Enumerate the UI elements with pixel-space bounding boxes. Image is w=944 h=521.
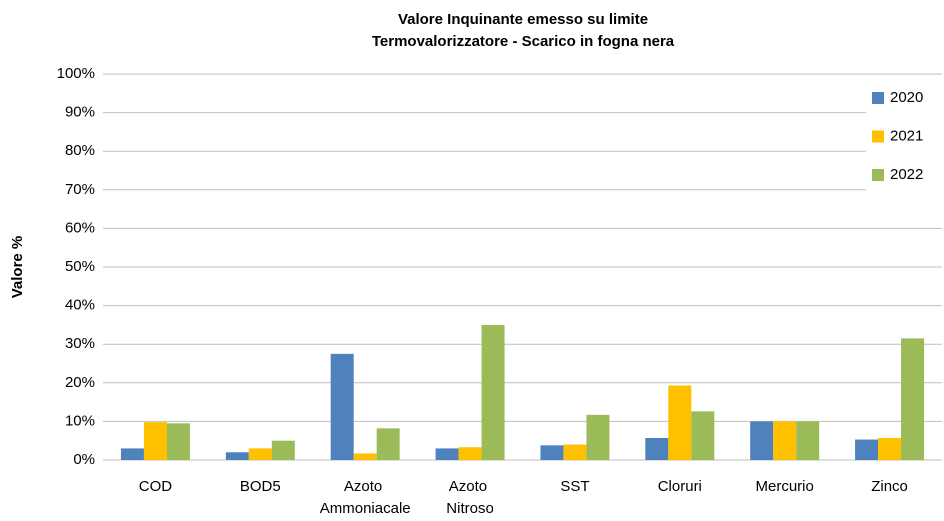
bar bbox=[878, 437, 902, 460]
bar bbox=[225, 452, 249, 460]
y-tick-label: 100% bbox=[57, 65, 95, 82]
bar bbox=[248, 448, 272, 460]
y-tick-label: 40% bbox=[65, 297, 95, 314]
y-tick-label: 70% bbox=[65, 181, 95, 198]
y-tick-label: 0% bbox=[73, 451, 95, 468]
bar bbox=[855, 439, 879, 460]
x-tick-label: COD bbox=[139, 478, 173, 495]
legend: 2020 2021 2022 bbox=[866, 84, 942, 192]
bar bbox=[481, 324, 505, 460]
bar bbox=[668, 385, 692, 460]
bar bbox=[143, 422, 167, 460]
bar bbox=[691, 411, 715, 460]
y-tick-label: 50% bbox=[65, 258, 95, 275]
bar bbox=[166, 423, 190, 460]
bar bbox=[330, 353, 354, 460]
bar bbox=[376, 428, 400, 460]
bar bbox=[271, 440, 295, 460]
bar bbox=[750, 421, 774, 460]
y-tick-label: 90% bbox=[65, 104, 95, 121]
legend-swatch bbox=[872, 169, 884, 181]
bar bbox=[796, 421, 820, 460]
bar bbox=[645, 437, 669, 460]
bar bbox=[458, 447, 482, 460]
y-tick-label: 80% bbox=[65, 142, 95, 159]
bar bbox=[435, 448, 459, 460]
y-axis-label: Valore % bbox=[9, 236, 26, 299]
y-tick-label: 30% bbox=[65, 335, 95, 352]
legend-label: 2022 bbox=[890, 166, 923, 183]
legend-swatch bbox=[872, 92, 884, 104]
legend-swatch bbox=[872, 130, 884, 143]
bar bbox=[120, 448, 144, 460]
bar bbox=[540, 445, 564, 460]
chart-title: Valore Inquinante emesso su limite bbox=[398, 11, 648, 28]
y-tick-label: 60% bbox=[65, 219, 95, 236]
y-tick-label: 20% bbox=[65, 374, 95, 391]
bar bbox=[773, 421, 797, 460]
x-tick-label: Azoto Ammoniacale bbox=[320, 478, 411, 517]
legend-label: 2021 bbox=[890, 127, 923, 144]
bar bbox=[353, 453, 377, 460]
x-tick-label: Mercurio bbox=[756, 478, 814, 495]
legend-label: 2020 bbox=[890, 89, 923, 106]
chart-subtitle: Termovalorizzatore - Scarico in fogna ne… bbox=[372, 33, 675, 50]
x-tick-label: Azoto Nitroso bbox=[446, 478, 494, 517]
x-tick-label: Zinco bbox=[871, 478, 908, 495]
x-tick-label: BOD5 bbox=[240, 478, 281, 495]
x-tick-label: Cloruri bbox=[658, 478, 702, 495]
bar bbox=[563, 444, 587, 460]
bar bbox=[586, 414, 610, 460]
y-tick-label: 10% bbox=[65, 412, 95, 429]
x-tick-label: SST bbox=[560, 478, 589, 495]
bar bbox=[901, 338, 925, 460]
